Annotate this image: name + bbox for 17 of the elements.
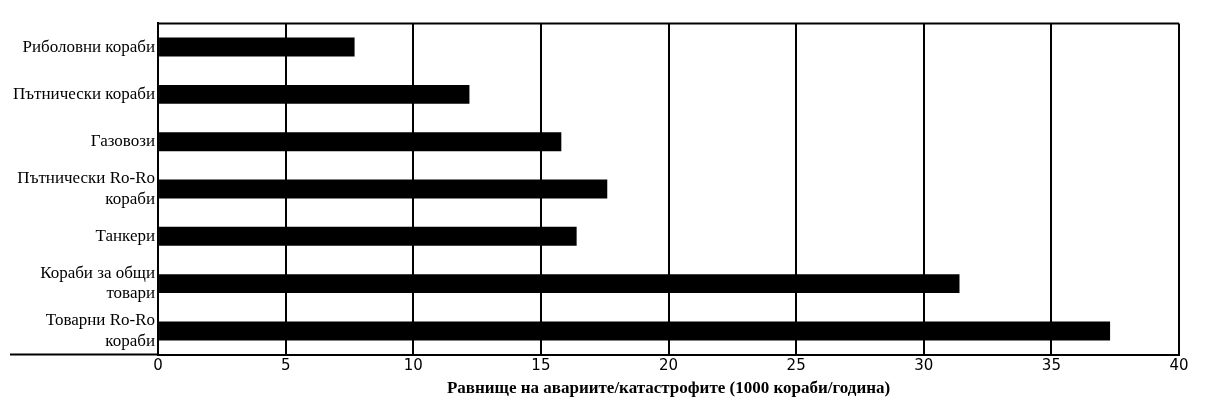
x-axis-title: Равнище на авариите/катастрофите (1000 кораби/година): [446, 378, 891, 398]
y-tick-label: Кораби за общи товари: [40, 262, 156, 303]
x-tick-label: 10: [403, 356, 423, 375]
y-tick-label: Риболовни кораби: [22, 36, 156, 56]
y-tick-label: Товарни Ro-Ro кораби: [45, 310, 156, 350]
x-tick-label: 25: [786, 356, 806, 375]
x-tick-label: 5: [280, 356, 291, 375]
x-tick-label: 0: [153, 356, 163, 375]
x-tick-label: 15: [531, 356, 551, 375]
x-tick-label: 35: [1041, 356, 1061, 375]
x-tick-label: 30: [914, 356, 934, 375]
y-tick-label: Пътнически кораби: [12, 83, 156, 103]
x-tick-label: 20: [658, 356, 679, 375]
y-tick-label: Танкери: [95, 225, 156, 245]
y-tick-label: Пътнически Ro-Ro кораби: [17, 168, 156, 208]
x-tick-label: 40: [1169, 356, 1189, 375]
y-tick-label: Газовози: [90, 131, 156, 151]
